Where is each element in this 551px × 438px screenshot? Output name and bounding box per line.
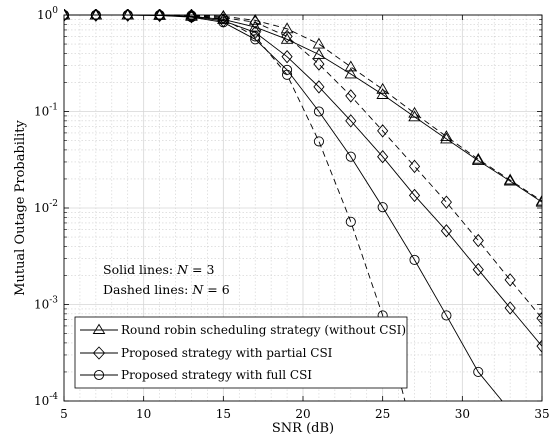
triangle-marker bbox=[344, 60, 358, 72]
y-tick-label: 10-1 bbox=[34, 103, 58, 119]
legend-item-round-robin: Round robin scheduling strategy (without… bbox=[80, 323, 406, 337]
triangle-marker bbox=[471, 152, 485, 164]
y-tick-label: 10-4 bbox=[34, 392, 58, 408]
diamond-marker bbox=[345, 89, 357, 103]
circle-marker bbox=[218, 13, 229, 25]
diamond-marker bbox=[281, 49, 293, 64]
y-axis-label: Mutual Outage Probability bbox=[13, 119, 28, 295]
diamond-marker bbox=[64, 9, 70, 22]
diamond-marker bbox=[313, 80, 325, 94]
diamond-marker bbox=[377, 150, 389, 164]
triangle-marker bbox=[471, 154, 485, 166]
annotation-solid-lines: Solid lines: N = 3 bbox=[103, 262, 214, 277]
diamond-marker bbox=[408, 159, 421, 174]
x-axis-label: SNR (dB) bbox=[272, 421, 334, 436]
triangle-marker bbox=[503, 173, 517, 185]
diamond-marker bbox=[536, 339, 542, 353]
diamond-marker bbox=[504, 273, 516, 287]
x-tick-label: 10 bbox=[136, 407, 151, 421]
circle-marker bbox=[250, 34, 261, 45]
triangle-marker bbox=[376, 82, 389, 94]
diamond-marker bbox=[536, 311, 542, 325]
triangle-marker bbox=[121, 9, 135, 20]
circle-marker bbox=[313, 106, 324, 117]
series-line bbox=[64, 14, 406, 401]
triangle-marker bbox=[535, 195, 542, 207]
triangle-marker bbox=[408, 110, 421, 122]
triangle-marker bbox=[153, 9, 166, 20]
legend: Round robin scheduling strategy (without… bbox=[74, 316, 408, 389]
triangle-marker bbox=[408, 106, 421, 118]
diamond-marker bbox=[472, 262, 484, 277]
triangle-marker bbox=[535, 194, 542, 206]
y-tick-label: 10-2 bbox=[34, 199, 58, 215]
x-tick-label: 5 bbox=[60, 407, 68, 421]
y-tick-label: 100 bbox=[37, 6, 58, 22]
legend-item-full-csi: Proposed strategy with full CSI bbox=[80, 368, 312, 382]
diamond-marker bbox=[377, 124, 389, 138]
x-tick-label: 25 bbox=[375, 407, 390, 421]
legend-label-round-robin: Round robin scheduling strategy (without… bbox=[121, 323, 406, 337]
diamond-marker bbox=[313, 57, 325, 71]
x-tick-label: 35 bbox=[534, 407, 549, 421]
diamond-marker bbox=[90, 9, 102, 22]
x-tick-label: 20 bbox=[295, 407, 310, 421]
circle-marker bbox=[313, 136, 324, 147]
circle-marker bbox=[345, 216, 356, 227]
legend-label-partial-csi: Proposed strategy with partial CSI bbox=[121, 346, 333, 360]
annotation-dashed-lines: Dashed lines: N = 6 bbox=[103, 282, 230, 297]
circle-marker bbox=[473, 366, 484, 378]
triangle-marker bbox=[280, 22, 294, 34]
triangle-marker bbox=[503, 174, 517, 186]
legend-item-partial-csi: Proposed strategy with partial CSI bbox=[80, 346, 333, 360]
triangle-marker bbox=[440, 130, 453, 142]
triangle-marker bbox=[376, 88, 389, 99]
legend-box bbox=[74, 316, 408, 389]
diamond-marker bbox=[249, 25, 261, 40]
diamond-marker bbox=[154, 9, 166, 22]
diamond-marker bbox=[504, 301, 516, 315]
diamond-marker bbox=[281, 29, 293, 44]
diamond-marker bbox=[249, 15, 261, 30]
circle-marker bbox=[409, 254, 420, 265]
circle-marker bbox=[377, 202, 388, 213]
diamond-marker-icon bbox=[92, 346, 106, 360]
series-triangle-n6 bbox=[64, 9, 542, 206]
diamond-marker bbox=[440, 224, 452, 238]
x-tick-label: 15 bbox=[216, 407, 231, 421]
x-tick-label: 30 bbox=[455, 407, 470, 421]
circle-marker bbox=[250, 31, 261, 42]
annotation-dashed-text: Dashed lines: N = 6 bbox=[103, 282, 230, 297]
triangle-marker-icon bbox=[92, 323, 106, 334]
circle-marker-icon bbox=[93, 369, 105, 381]
triangle-marker bbox=[89, 9, 103, 20]
diamond-marker bbox=[408, 188, 421, 203]
triangle-marker bbox=[64, 9, 71, 20]
diamond-marker bbox=[122, 9, 134, 22]
diamond-marker bbox=[472, 233, 484, 248]
circle-marker bbox=[441, 310, 452, 321]
diamond-marker bbox=[345, 114, 357, 128]
triangle-marker bbox=[248, 20, 262, 32]
y-tick-label: 10-3 bbox=[34, 296, 58, 312]
triangle-marker bbox=[344, 67, 358, 79]
axis-ticks: 5 10 15 20 25 30 35 100 10-1 10-2 10-3 10-4 bbox=[34, 6, 550, 421]
diamond-marker bbox=[440, 195, 452, 209]
series-line bbox=[64, 14, 542, 202]
circle-marker bbox=[282, 69, 293, 80]
circle-marker bbox=[345, 151, 356, 162]
annotation-solid-text: Solid lines: N = 3 bbox=[103, 262, 214, 277]
series-line bbox=[64, 14, 542, 319]
triangle-marker bbox=[312, 37, 326, 49]
legend-label-full-csi: Proposed strategy with full CSI bbox=[121, 368, 312, 382]
